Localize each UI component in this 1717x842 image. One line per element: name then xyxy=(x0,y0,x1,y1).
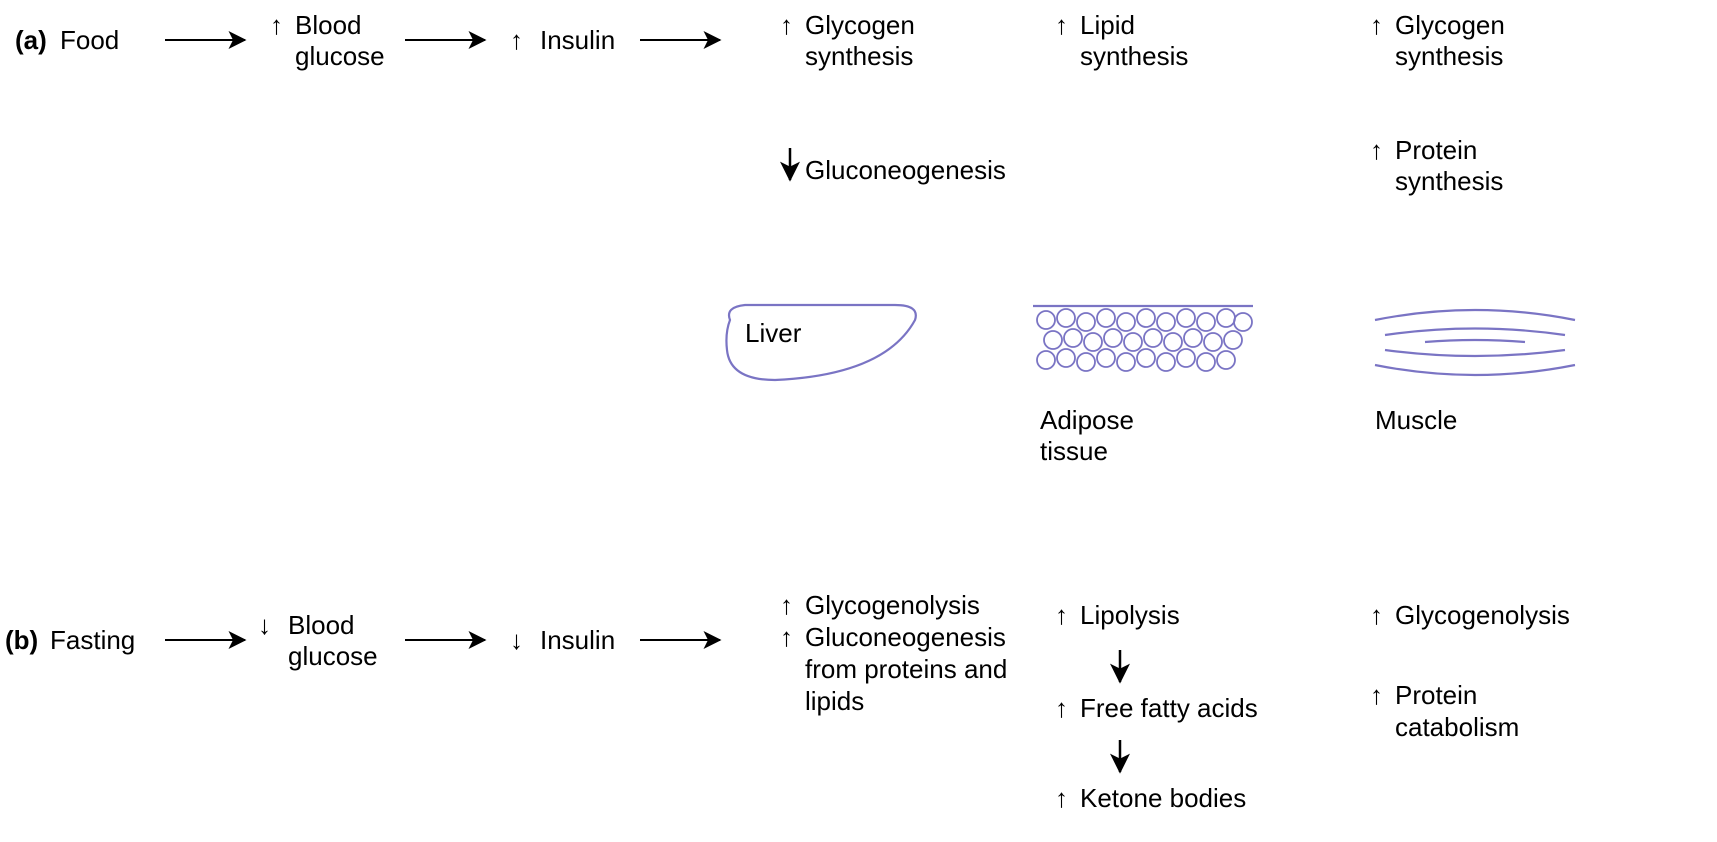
panel-a-muscle-top: Glycogen synthesis xyxy=(1395,10,1505,72)
panel-a-bg-arrow: ↑ xyxy=(270,10,283,41)
b-adipose-l1: Lipolysis xyxy=(1080,600,1180,631)
b-liver-l1: Glycogenolysis xyxy=(805,590,980,621)
muscle-label: Muscle xyxy=(1375,405,1457,436)
panel-b-fasting: Fasting xyxy=(50,625,135,656)
b-liver-l2-ar: ↑ xyxy=(780,622,793,653)
b-liver-l1-ar: ↑ xyxy=(780,590,793,621)
panel-b-bg-arrow: ↓ xyxy=(258,610,271,641)
muscle-icon xyxy=(1365,300,1585,385)
panel-b-bg: Blood glucose xyxy=(288,610,378,672)
panel-a-muscle-top-arrow: ↑ xyxy=(1370,10,1383,41)
panel-a-liver-top-arrow: ↑ xyxy=(780,10,793,41)
panel-a-muscle-bot: Protein synthesis xyxy=(1395,135,1503,197)
b-adipose-l1-ar: ↑ xyxy=(1055,600,1068,631)
b-adipose-l3-ar: ↑ xyxy=(1055,783,1068,814)
panel-a-adipose-arrow: ↑ xyxy=(1055,10,1068,41)
panel-b-ins: Insulin xyxy=(540,625,615,656)
b-adipose-l3: Ketone bodies xyxy=(1080,783,1246,814)
b-muscle-l1: Glycogenolysis xyxy=(1395,600,1570,631)
b-liver-l3: from proteins and xyxy=(805,654,1007,685)
b-liver-l2: Gluconeogenesis xyxy=(805,622,1006,653)
b-liver-l4: lipids xyxy=(805,686,864,717)
b-muscle-l2: Protein xyxy=(1395,680,1477,711)
b-adipose-l2: Free fatty acids xyxy=(1080,693,1258,724)
b-muscle-l2-ar: ↑ xyxy=(1370,680,1383,711)
liver-label: Liver xyxy=(745,318,801,349)
b-muscle-l1-ar: ↑ xyxy=(1370,600,1383,631)
b-adipose-l2-ar: ↑ xyxy=(1055,693,1068,724)
panel-a-bg: Blood glucose xyxy=(295,10,385,72)
panel-a-liver-top: Glycogen synthesis xyxy=(805,10,915,72)
panel-a-food: Food xyxy=(60,25,119,56)
panel-b-tag: (b) xyxy=(5,625,38,656)
b-muscle-l3: catabolism xyxy=(1395,712,1519,743)
panel-a-muscle-bot-arrow: ↑ xyxy=(1370,135,1383,166)
adipose-icon xyxy=(1028,300,1258,385)
adipose-label: Adipose tissue xyxy=(1040,405,1134,467)
panel-a-ins: Insulin xyxy=(540,25,615,56)
panel-a-adipose-top: Lipid synthesis xyxy=(1080,10,1188,72)
panel-b-ins-arrow: ↓ xyxy=(510,625,523,656)
panel-a-liver-bot: Gluconeogenesis xyxy=(805,155,1006,186)
panel-a-ins-arrow: ↑ xyxy=(510,25,523,56)
liver-icon xyxy=(715,295,935,405)
panel-a-tag: (a) xyxy=(15,25,47,56)
